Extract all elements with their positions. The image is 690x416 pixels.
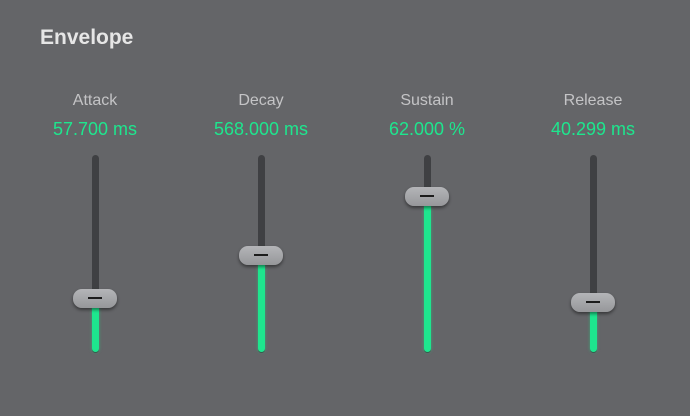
- decay-slider-group: Decay 568.000 ms: [178, 0, 344, 416]
- section-title: Envelope: [40, 26, 134, 49]
- attack-value[interactable]: 57.700 ms: [52, 119, 138, 139]
- release-slider-group: Release 40.299 ms: [510, 0, 676, 416]
- release-value[interactable]: 40.299 ms: [550, 119, 636, 139]
- release-slider-track[interactable]: [590, 155, 597, 353]
- attack-slider-fill: [92, 298, 99, 352]
- attack-slider-group: Attack 57.700 ms: [12, 0, 178, 416]
- attack-slider-track[interactable]: [92, 155, 99, 353]
- decay-value[interactable]: 568.000 ms: [213, 119, 309, 139]
- sustain-value[interactable]: 62.000 %: [388, 119, 466, 139]
- decay-label: Decay: [238, 92, 284, 109]
- release-slider-thumb[interactable]: [571, 293, 615, 313]
- sustain-slider-group: Sustain 62.000 %: [344, 0, 510, 416]
- decay-slider-fill: [258, 255, 265, 352]
- sustain-slider-thumb[interactable]: [405, 186, 449, 206]
- decay-slider-thumb[interactable]: [239, 245, 283, 265]
- attack-label: Attack: [72, 92, 118, 109]
- sustain-slider-fill: [424, 196, 431, 352]
- sustain-label: Sustain: [400, 92, 454, 109]
- release-label: Release: [563, 92, 623, 109]
- release-slider-fill: [590, 302, 597, 352]
- attack-slider-thumb[interactable]: [73, 289, 117, 309]
